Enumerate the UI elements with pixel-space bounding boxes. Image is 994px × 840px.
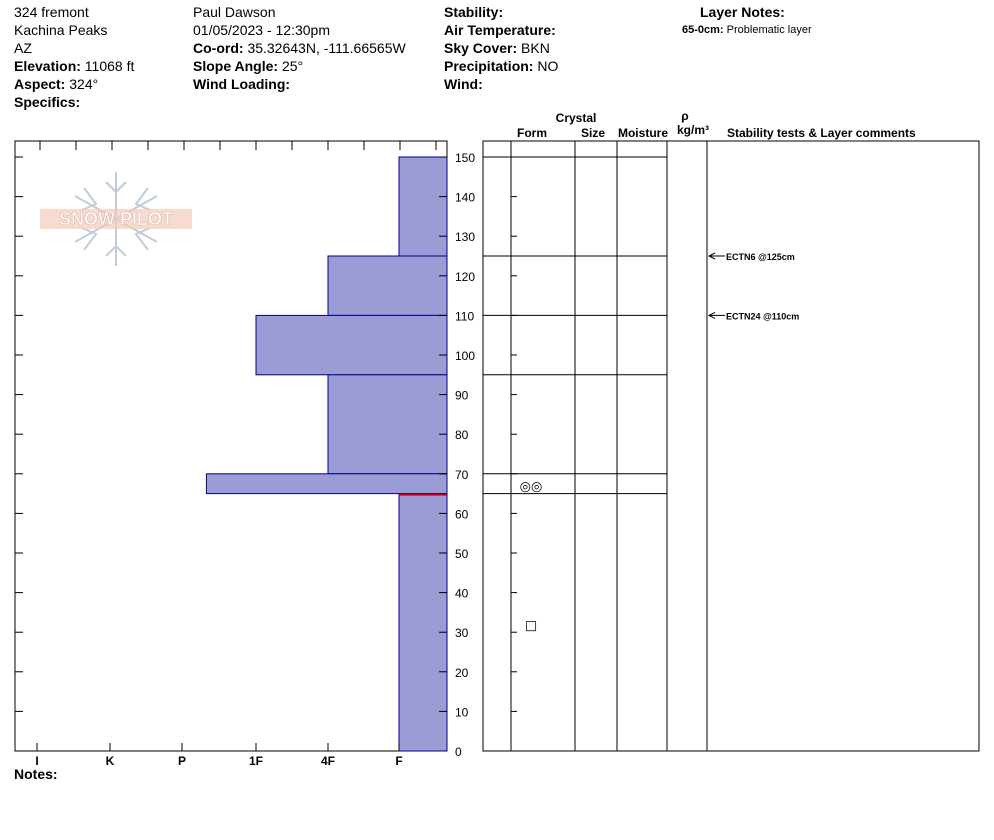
slope-label: Slope Angle: <box>193 58 279 74</box>
form-header: Form <box>517 126 547 140</box>
wind-field: Wind: <box>444 76 483 92</box>
hardness-layer <box>205 473 448 495</box>
layer-table-frame <box>482 140 980 752</box>
hardness-layer <box>398 156 448 257</box>
comments-header: Stability tests & Layer comments <box>727 126 916 140</box>
height-tick-label: 0 <box>455 745 462 759</box>
sky-cover-label: Sky Cover: <box>444 40 518 56</box>
height-tick-label: 140 <box>455 191 475 205</box>
stability-arrow-head <box>707 252 716 260</box>
specifics-label: Specifics: <box>14 94 81 110</box>
elevation-field: Elevation: 11068 ft <box>14 58 134 74</box>
wind-loading-field: Wind Loading: <box>193 76 290 92</box>
hardness-tick-label: 1F <box>249 754 263 768</box>
size-header: Size <box>581 126 605 140</box>
hardness-layer <box>255 314 448 376</box>
height-tick-label: 20 <box>455 666 469 680</box>
wind-label: Wind: <box>444 76 483 92</box>
coord-value: 35.32643N, -111.66565W <box>247 40 406 56</box>
stability-field: Stability: <box>444 4 503 20</box>
height-tick-label: 70 <box>455 468 469 482</box>
coord-label: Co-ord: <box>193 40 244 56</box>
sky-cover-field: Sky Cover: BKN <box>444 40 550 56</box>
air-temp-label: Air Temperature: <box>444 22 556 38</box>
location-line-2: Kachina Peaks <box>14 22 108 38</box>
height-tick-label: 110 <box>455 309 474 323</box>
aspect-field: Aspect: 324° <box>14 76 98 92</box>
height-tick-label: 40 <box>455 587 469 601</box>
observation-datetime: 01/05/2023 - 12:30pm <box>193 22 330 38</box>
hardness-layer <box>327 374 448 475</box>
height-tick-label: 30 <box>455 626 469 640</box>
hardness-layer <box>398 493 448 752</box>
crystal-symbol: □ <box>525 618 537 633</box>
plot-layer: I K P 1F 4F F 0 10 20 30 40 50 60 70 80 90 100 110 120 130 1… <box>14 109 980 768</box>
height-tick-label: 50 <box>455 547 469 561</box>
precip-value: NO <box>537 58 559 74</box>
density-unit: kg/m³ <box>677 123 709 137</box>
coord-field: Co-ord: 35.32643N, -111.66565W <box>193 40 406 56</box>
hardness-tick-label: P <box>178 754 186 768</box>
height-tick-label: 130 <box>455 230 475 244</box>
layer-note: 65-0cm: Problematic layer <box>682 24 812 37</box>
notes-label: Notes: <box>14 766 58 782</box>
hardness-tick-label: F <box>395 754 402 768</box>
elevation-label: Elevation: <box>14 58 81 74</box>
snowflake-icon <box>74 172 158 266</box>
height-tick-label: 90 <box>455 389 469 403</box>
height-tick-label: 150 <box>455 151 475 165</box>
logo-text: SNOW PILOT <box>59 209 173 229</box>
crystal-symbol: ◎◎ <box>520 480 543 495</box>
stability-arrow-head <box>707 311 716 319</box>
height-tick-label: 10 <box>455 705 469 719</box>
layer-note-depth: 65-0cm: <box>682 24 724 36</box>
location-line-1: 324 fremont <box>14 4 89 20</box>
location-line-3: AZ <box>14 40 32 56</box>
layer-notes-title: Layer Notes: <box>700 4 785 20</box>
height-tick-label: 100 <box>455 349 475 363</box>
specifics-field: Specifics: <box>14 94 80 110</box>
elevation-value: 11068 ft <box>84 58 135 74</box>
precip-field: Precipitation: NO <box>444 58 558 74</box>
slope-field: Slope Angle: 25° <box>193 58 303 74</box>
air-temp-field: Air Temperature: <box>444 22 556 38</box>
stability-test-label: ECTN24 @110cm <box>726 311 799 321</box>
sky-cover-value: BKN <box>521 40 550 56</box>
aspect-value: 324° <box>69 76 99 92</box>
observer-name: Paul Dawson <box>193 4 276 20</box>
stability-label: Stability: <box>444 4 504 20</box>
wind-loading-label: Wind Loading: <box>193 76 291 92</box>
layer-note-text: Problematic layer <box>726 24 812 36</box>
slope-value: 25° <box>281 58 304 74</box>
stability-test-label: ECTN6 @125cm <box>726 252 795 262</box>
hardness-tick-label: K <box>106 754 115 768</box>
precip-label: Precipitation: <box>444 58 534 74</box>
crystal-header: Crystal <box>556 111 597 125</box>
hardness-tick-label: 4F <box>321 754 335 768</box>
height-tick-label: 60 <box>455 507 469 521</box>
hardness-layer <box>327 255 448 316</box>
height-tick-label: 120 <box>455 270 475 284</box>
density-symbol: ρ <box>681 109 688 123</box>
height-tick-label: 80 <box>455 428 469 442</box>
aspect-label: Aspect: <box>14 76 66 92</box>
moisture-header: Moisture <box>618 126 668 140</box>
snowpilot-logo: SNOW PILOT <box>40 172 192 266</box>
hardness-tick-label: I <box>35 754 38 768</box>
